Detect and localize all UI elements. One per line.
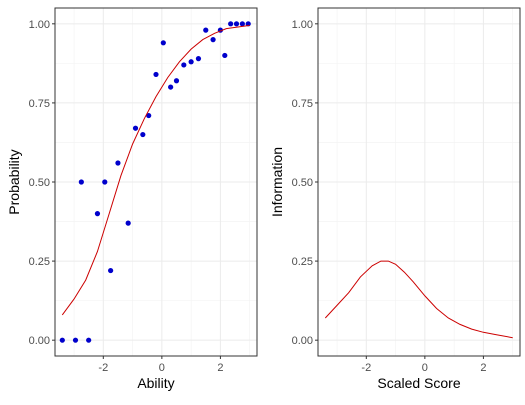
- x-tick-label: -2: [98, 362, 108, 374]
- data-point: [233, 21, 240, 27]
- data-point: [222, 52, 228, 59]
- data-point: [153, 71, 159, 78]
- data-point: [140, 131, 146, 138]
- y-tick-label: 0.50: [292, 177, 313, 189]
- x-tick-label: 2: [217, 362, 223, 374]
- data-point: [181, 62, 187, 68]
- y-axis-title: Probability: [6, 149, 22, 214]
- y-tick-label: 0.25: [29, 256, 50, 268]
- y-tick-label: 0.75: [292, 98, 313, 110]
- data-point: [94, 211, 101, 217]
- x-tick-label: -2: [361, 362, 371, 374]
- x-tick-label: 0: [159, 362, 165, 374]
- y-tick-label: 0.00: [292, 335, 313, 347]
- data-point: [195, 56, 202, 62]
- x-axis-title: Ability: [137, 375, 174, 391]
- x-axis-title: Scaled Score: [377, 375, 460, 391]
- data-point: [115, 160, 121, 166]
- data-point: [59, 337, 65, 343]
- y-axis-title: Information: [269, 147, 285, 217]
- data-point: [86, 337, 92, 343]
- series-line: [324, 260, 513, 339]
- data-point: [108, 267, 114, 274]
- data-point: [160, 40, 166, 46]
- data-point: [173, 78, 180, 84]
- y-tick-label: 0.25: [292, 256, 313, 268]
- data-point: [146, 112, 152, 119]
- data-point: [210, 37, 216, 43]
- data-point: [203, 27, 209, 33]
- data-point: [78, 179, 84, 185]
- y-tick-label: 1.00: [292, 19, 313, 31]
- data-point: [228, 21, 234, 27]
- y-tick-label: 0.50: [29, 177, 50, 189]
- x-tick-label: 0: [422, 362, 428, 374]
- data-point: [168, 84, 174, 90]
- panel-2: 0.00 0.25 0.50 0.75 1.00 -2 0 2 Scaled Score Info…: [269, 7, 521, 391]
- y-tick-label: 0.75: [29, 98, 50, 110]
- data-point: [132, 125, 139, 131]
- panel-1: 0.00 0.25 0.50 0.75 1.00 -2 0 2 Ability Probabili…: [6, 7, 258, 391]
- x-tick-label: 2: [480, 362, 486, 374]
- data-point: [102, 179, 108, 185]
- y-tick-label: 0.00: [29, 335, 50, 347]
- data-point: [188, 59, 194, 65]
- y-tick-label: 1.00: [29, 19, 50, 31]
- data-point: [125, 220, 131, 226]
- series-line: [61, 24, 250, 316]
- data-point: [72, 337, 79, 343]
- data-point: [239, 21, 245, 27]
